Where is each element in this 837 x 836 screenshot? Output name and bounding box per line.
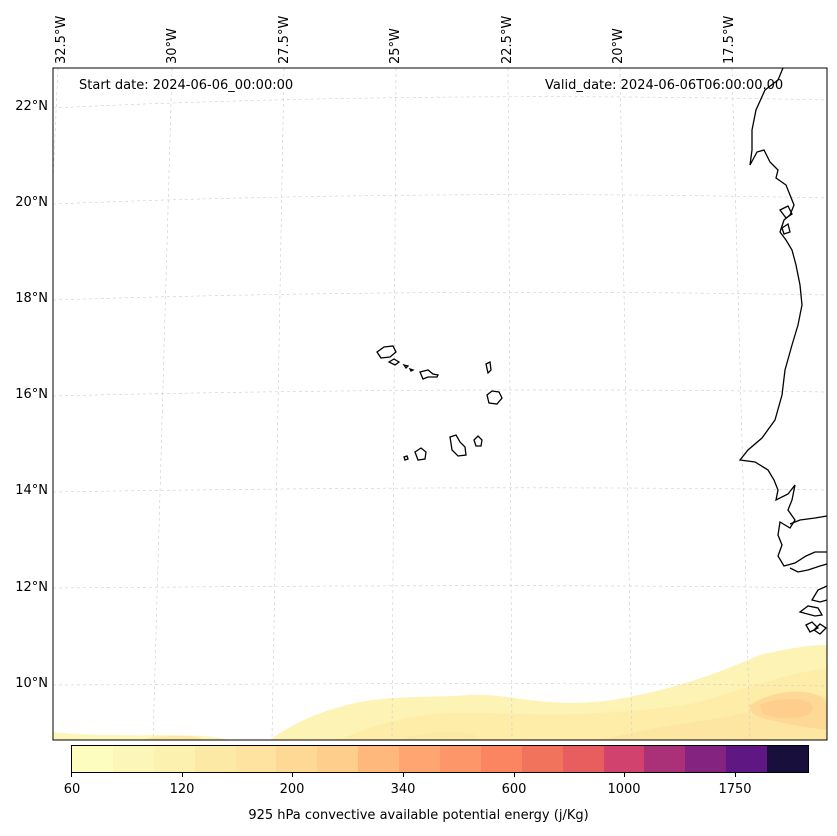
start-date-label: Start date: 2024-06-06_00:00:00 bbox=[79, 78, 294, 93]
colorbar-swatch-14 bbox=[644, 746, 686, 772]
colorbar-tick-1750: 1750 bbox=[718, 782, 752, 797]
lon-label-32-5w: 32.5°W bbox=[54, 15, 69, 64]
lat-label-10n: 10°N bbox=[15, 676, 48, 691]
colorbar-swatch-0 bbox=[72, 746, 113, 772]
lon-label-30w: 30°W bbox=[165, 28, 180, 64]
colorbar bbox=[71, 745, 809, 773]
colorbar-tick-1000: 1000 bbox=[607, 782, 641, 797]
lat-label-22n: 22°N bbox=[15, 99, 48, 114]
colorbar-swatch-9 bbox=[440, 746, 481, 772]
colorbar-swatch-16 bbox=[726, 746, 768, 772]
colorbar-swatch-13 bbox=[603, 746, 645, 772]
colorbar-title: 925 hPa convective available potential e… bbox=[248, 808, 589, 823]
colorbar-tick-200: 200 bbox=[279, 782, 305, 797]
colorbar-swatch-7 bbox=[358, 746, 400, 772]
lon-label-25w: 25°W bbox=[388, 28, 403, 64]
colorbar-swatch-11 bbox=[521, 746, 563, 772]
colorbar-tick-60: 60 bbox=[63, 782, 81, 797]
colorbar-swatch-6 bbox=[317, 746, 359, 772]
lon-label-17-5w: 17.5°W bbox=[722, 15, 737, 64]
colorbar-swatch-10 bbox=[480, 746, 522, 772]
colorbar-swatch-5 bbox=[276, 746, 318, 772]
colorbar-swatch-2 bbox=[153, 746, 195, 772]
lat-label-20n: 20°N bbox=[15, 195, 48, 210]
colorbar-tick-340: 340 bbox=[390, 782, 416, 797]
lon-label-27-5w: 27.5°W bbox=[277, 15, 292, 64]
colorbar-swatch-4 bbox=[235, 746, 277, 772]
lat-label-12n: 12°N bbox=[15, 580, 48, 595]
colorbar-swatch-12 bbox=[562, 746, 604, 772]
colorbar-tick-600: 600 bbox=[501, 782, 527, 797]
lon-label-22-5w: 22.5°W bbox=[500, 15, 515, 64]
colorbar-swatch-1 bbox=[112, 746, 154, 772]
lat-label-14n: 14°N bbox=[15, 483, 48, 498]
coastline bbox=[376, 67, 828, 635]
colorbar-swatch-8 bbox=[399, 746, 441, 772]
lat-label-16n: 16°N bbox=[15, 387, 48, 402]
cape-field bbox=[53, 645, 827, 740]
lat-label-18n: 18°N bbox=[15, 291, 48, 306]
colorbar-tick-120: 120 bbox=[169, 782, 195, 797]
valid-date-label: Valid_date: 2024-06-06T06:00:00.00 bbox=[545, 78, 784, 93]
map-frame bbox=[52, 67, 828, 741]
colorbar-swatch-17 bbox=[767, 746, 809, 772]
colorbar-swatch-15 bbox=[685, 746, 727, 772]
colorbar-swatch-3 bbox=[194, 746, 236, 772]
lon-label-20w: 20°W bbox=[611, 28, 626, 64]
gridlines bbox=[52, 67, 828, 741]
